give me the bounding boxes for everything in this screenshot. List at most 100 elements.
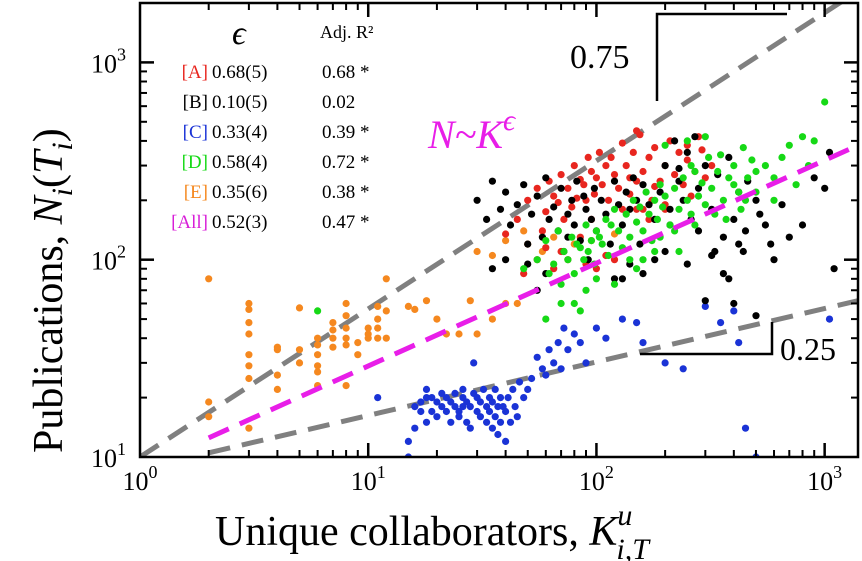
data-point [520,394,528,402]
data-point [354,339,362,347]
data-point [506,418,515,426]
plot-frame [138,1,860,459]
data-point [610,171,619,179]
fit-line [207,143,858,441]
y-axis-title: Publications, Ni(Ti) [26,128,79,453]
data-point [491,385,499,393]
legend-epsilon: 0.35(6) [212,182,267,203]
data-point [524,385,532,393]
legend-label: [C] [183,122,208,143]
data-point [744,174,752,182]
data-point [245,351,253,359]
legend-label: [All] [171,212,208,233]
data-point [730,299,738,308]
data-point [245,305,253,313]
legend-epsilon: 0.58(4) [212,152,267,173]
data-point [639,339,647,347]
data-point [661,192,669,200]
data-point [741,227,750,235]
y-axis-title-paren-var: T [26,148,72,174]
data-point [615,227,623,235]
data-point [342,324,350,332]
data-point [602,334,610,342]
data-point [821,184,829,192]
data-point [494,403,502,411]
data-point [735,188,743,196]
data-point [642,188,650,196]
data-point [245,424,253,432]
data-point [550,233,558,241]
data-point [610,205,619,213]
data-point [545,346,553,354]
data-point [295,346,304,354]
data-point [459,385,467,393]
data-point [342,382,350,390]
y-axis-title-open-paren: ( [26,174,72,188]
series-b [473,133,838,320]
legend-epsilon: 0.68(5) [212,62,267,83]
data-point [651,144,659,152]
data-point [639,256,647,264]
data-points [205,98,838,457]
data-point [675,164,683,173]
data-point [639,270,647,278]
data-point [374,315,382,323]
data-point [466,403,474,411]
reference-line-0 [140,3,845,457]
data-point [488,265,496,273]
data-point [502,407,510,416]
data-point [582,359,590,367]
data-point [502,237,510,245]
data-point [645,210,653,218]
data-point [708,184,716,192]
legend-rows: [A] 0.68(5) 0.68 * [B] 0.10(5) 0.02 [C] 0.33(4)… [171,62,369,233]
data-point [597,196,605,204]
data-point [364,324,372,332]
data-point [560,215,568,223]
data-point [491,413,499,421]
data-point [618,221,627,229]
data-point [770,174,778,182]
data-point [821,98,829,106]
data-point [653,215,662,223]
slope-label-025: 0.25 [780,331,836,367]
fit-label: N~Kϵ [427,104,517,157]
data-point [671,171,679,179]
data-point [761,221,770,229]
data-point [455,413,463,421]
data-point [590,184,599,192]
data-point [342,299,350,308]
data-point [417,398,425,406]
data-point [626,256,634,264]
data-point [636,240,644,248]
data-point [417,407,425,416]
data-point [595,148,604,156]
x-tick-label: 102 [579,462,614,496]
data-point [550,203,558,211]
legend-label: [D] [182,152,208,173]
data-point [582,205,590,213]
legend-epsilon: 0.52(3) [212,212,267,233]
data-point [825,315,834,323]
data-point [245,362,253,370]
data-point [502,188,510,196]
data-point [314,351,322,359]
data-point [564,210,572,218]
data-point [520,227,528,235]
data-point [661,162,669,170]
data-point [825,148,834,156]
data-point [691,167,699,176]
x-axis-title-sup: u [617,499,632,532]
legend-label: [B] [183,92,208,113]
data-point [533,256,541,264]
data-point [651,196,659,204]
x-tick-label: 103 [807,462,842,496]
data-point [205,275,213,283]
data-point [354,351,362,359]
fit-label-exponent: ϵ [503,104,517,137]
data-point [618,139,627,147]
data-point [342,334,350,342]
data-point [691,221,699,229]
data-point [542,174,550,182]
